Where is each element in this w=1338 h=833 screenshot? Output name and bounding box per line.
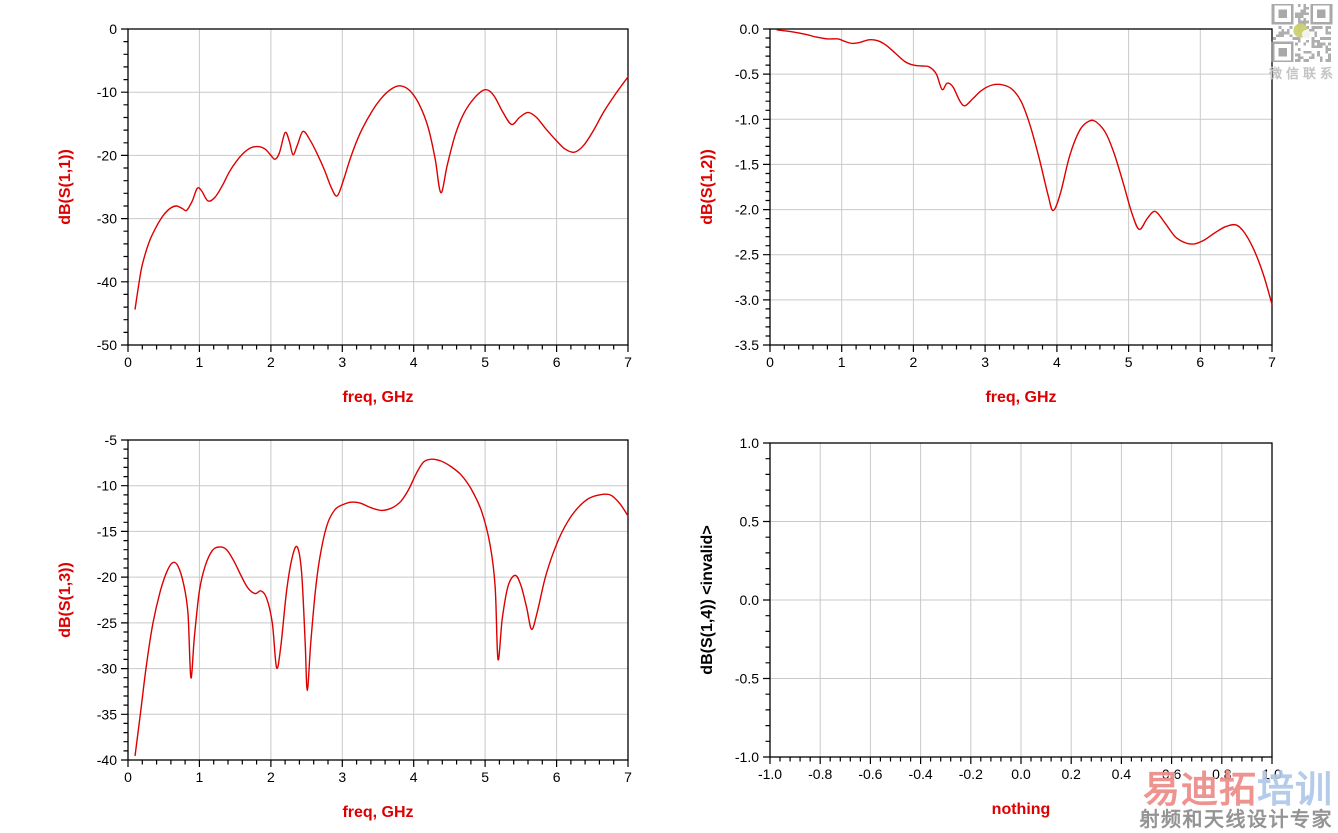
x-tick-label: 3 [338,354,346,370]
y-tick-label: 0.0 [740,592,760,608]
axis-ticks [763,28,1273,352]
y-tick-label: -20 [97,147,117,163]
chart-s11: 0 1 2 3 4 5 6 7 -50 -40 -30 -20 -10 0 freq, GHz dB(S(1,… [57,21,632,406]
y-tick-label: -50 [97,337,117,353]
y-tick-label: -1.0 [735,111,759,127]
x-tick-label: 6 [553,769,561,785]
y-axis-title: dB(S(1,4)) <invalid> [699,525,716,674]
grid-lines [770,29,1272,345]
plot-frame [127,28,629,346]
x-tick-label: 2 [267,354,275,370]
x-tick-label: -1.0 [758,766,782,782]
series-curve-s12 [776,29,1273,306]
x-tick-label: 5 [1125,354,1133,370]
x-tick-label: 0.6 [1162,766,1182,782]
y-tick-label: -1.5 [735,156,759,172]
y-tick-label: -5 [105,432,118,448]
y-tick-label: -1.0 [735,749,759,765]
x-tick-label: 1 [196,354,204,370]
x-tick-label: 0.4 [1112,766,1132,782]
x-tick-label: 7 [624,354,632,370]
y-tick-label: -35 [97,706,117,722]
x-tick-label: 7 [1268,354,1276,370]
x-axis-title: freq, GHz [342,804,413,821]
wechat-contact-label: 微信联系 [1269,66,1338,81]
x-tick-label: -0.4 [909,766,933,782]
y-tick-label: -2.0 [735,202,759,218]
x-tick-label: 3 [338,769,346,785]
plot-frame [769,28,1273,346]
x-tick-label: 5 [481,354,489,370]
wechat-qr-watermark: 微信联系 [1269,2,1338,81]
y-axis-title: dB(S(1,2)) [699,149,716,225]
x-tick-label: 0 [124,769,132,785]
x-tick-label: 0.2 [1061,766,1081,782]
x-tick-label: 4 [410,354,418,370]
y-axis-title: dB(S(1,3)) [57,562,74,638]
y-tick-label: 1.0 [740,435,760,451]
y-tick-label: -20 [97,569,117,585]
chart-s13: 0 1 2 3 4 5 6 7 -40 -35 -30 -25 -20 -15 -10 -5 freq, GHz… [57,432,632,821]
y-tick-label: -30 [97,661,117,677]
x-tick-label: 0 [124,354,132,370]
plot-frame [127,439,629,761]
y-tick-label: -10 [97,84,117,100]
brand-watermark: 易迪拓培训 射频和天线设计专家 [1140,771,1334,830]
x-tick-label: 0.0 [1011,766,1031,782]
y-tick-label: -40 [97,274,117,290]
grid-lines [770,443,1272,757]
y-tick-label: 0.5 [740,514,760,530]
x-tick-label: 2 [910,354,918,370]
y-tick-label: 0 [109,21,117,37]
x-tick-label: 6 [553,354,561,370]
x-tick-label: 3 [981,354,989,370]
x-tick-label: 1 [196,769,204,785]
qr-code-icon [1271,2,1333,64]
x-axis-title: nothing [992,801,1051,818]
brand-title: 易迪拓培训 [1140,771,1334,808]
x-tick-label: 7 [624,769,632,785]
grid-lines [128,29,628,345]
y-tick-label: -10 [97,478,117,494]
y-tick-label: -0.5 [735,671,759,687]
axis-ticks [763,442,1273,764]
x-tick-label: 2 [267,769,275,785]
x-tick-label: 4 [1053,354,1061,370]
y-tick-label: 0.0 [740,21,760,37]
x-tick-label: 4 [410,769,418,785]
x-tick-label: -0.8 [808,766,832,782]
series-curve-s13 [134,458,629,757]
x-axis-title: freq, GHz [342,389,413,406]
grid-lines [128,440,628,760]
series-curve-s11 [134,76,629,310]
y-tick-label: -25 [97,615,117,631]
y-tick-label: -2.5 [735,247,759,263]
axis-ticks [121,28,629,352]
y-tick-label: -0.5 [735,66,759,82]
chart-s12: 0 1 2 3 4 5 6 7 -3.5 -3.0 -2.5 -2.0 -1.5 -1.0 -0.5 0.0 f… [699,21,1276,406]
y-axis-title: dB(S(1,1)) [57,149,74,225]
y-tick-label: -40 [97,752,117,768]
x-tick-label: 6 [1196,354,1204,370]
y-tick-label: -3.0 [735,292,759,308]
x-axis-title: freq, GHz [985,389,1056,406]
y-tick-label: -3.5 [735,337,759,353]
axis-ticks [121,439,629,767]
x-tick-label: 1.0 [1262,766,1282,782]
x-tick-label: 0.8 [1212,766,1232,782]
y-tick-label: -15 [97,523,117,539]
x-tick-label: -0.2 [959,766,983,782]
y-tick-label: -30 [97,211,117,227]
x-tick-label: 1 [838,354,846,370]
x-tick-label: -0.6 [858,766,882,782]
brand-title-part2: 培训 [1257,769,1333,810]
x-tick-label: 0 [766,354,774,370]
brand-subtitle: 射频和天线设计专家 [1139,809,1333,831]
chart-s14: -1.0 -0.8 -0.6 -0.4 -0.2 0.0 0.2 0.4 0.6 0.8 1.0 -1… [699,435,1282,818]
brand-title-part1: 易迪拓 [1143,769,1257,810]
x-tick-label: 5 [481,769,489,785]
